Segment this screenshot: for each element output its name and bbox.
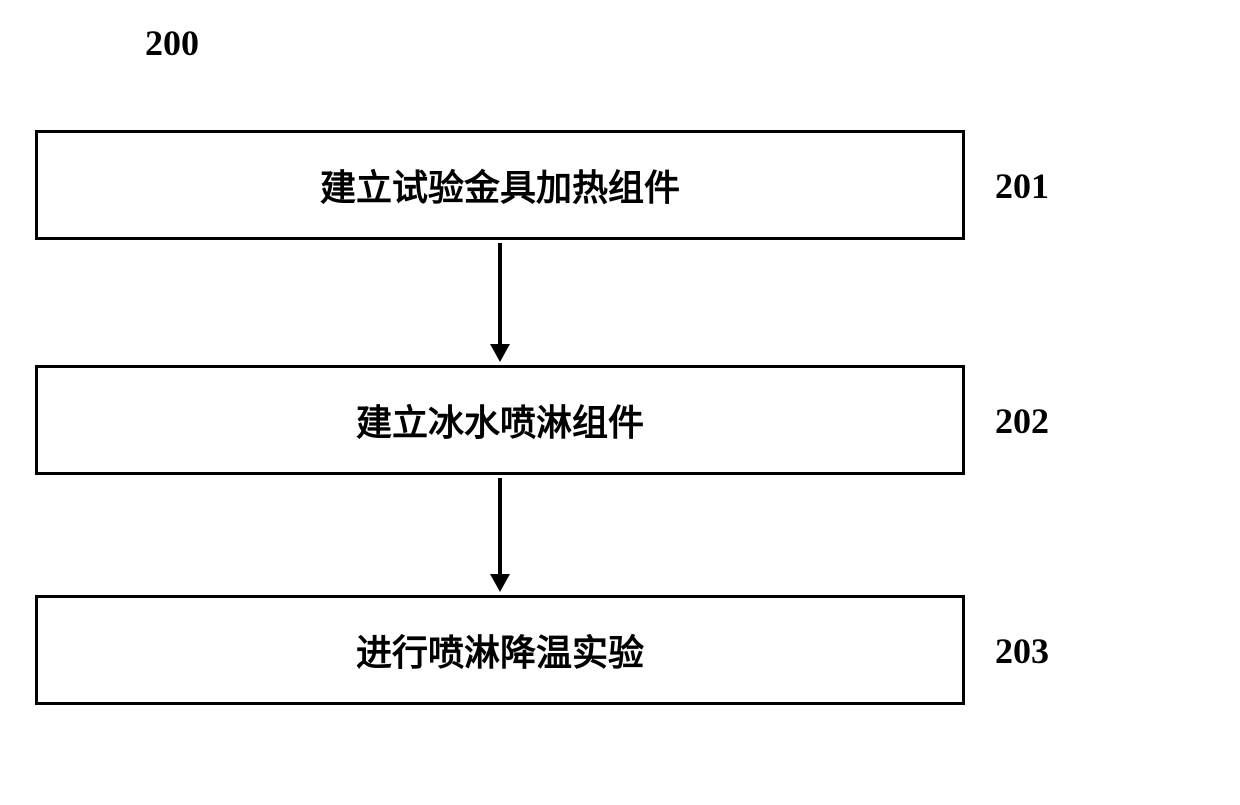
arrow-1-line [498,243,502,344]
box-2-text: 建立冰水喷淋组件 [356,394,644,446]
figure-number: 200 [145,22,199,64]
flowchart-box-1: 建立试验金具加热组件 [35,130,965,240]
box-3-label: 203 [995,630,1049,672]
flowchart-box-3: 进行喷淋降温实验 [35,595,965,705]
arrow-2-line [498,478,502,574]
arrow-2-head [490,574,510,592]
arrow-1-head [490,344,510,362]
box-1-label: 201 [995,165,1049,207]
box-1-text: 建立试验金具加热组件 [320,159,680,211]
flowchart-box-2: 建立冰水喷淋组件 [35,365,965,475]
box-2-label: 202 [995,400,1049,442]
box-3-text: 进行喷淋降温实验 [356,624,644,676]
